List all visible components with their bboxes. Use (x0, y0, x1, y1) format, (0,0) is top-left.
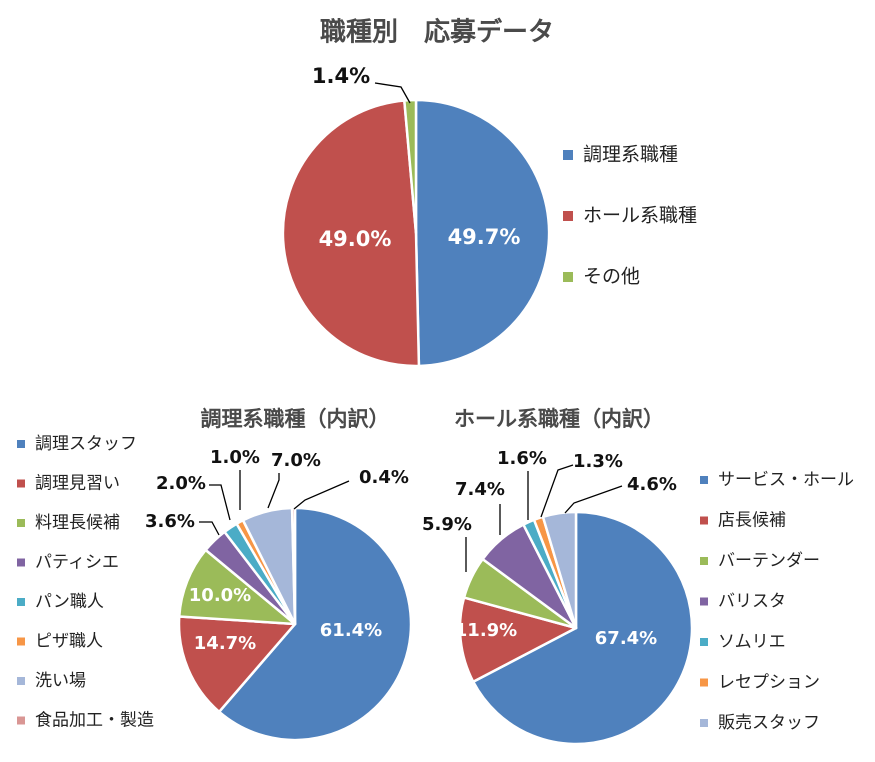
legend-label: ホール系職種 (583, 205, 697, 227)
legend-label: 調理系職種 (583, 144, 678, 166)
pie-slice (414, 98, 551, 368)
data-label: 2.0% (156, 473, 206, 494)
legend-label: レセプション (718, 673, 820, 693)
legend-label: ソムリエ (718, 632, 786, 652)
data-label: 11.9% (455, 620, 517, 641)
legend-label: サービス・ホール (718, 470, 854, 490)
leader-line (209, 484, 231, 521)
chart-title: 調理系職種（内訳） (201, 407, 390, 431)
leader-line (540, 464, 574, 518)
data-label: 67.4% (595, 628, 657, 649)
legend-swatch (17, 519, 25, 527)
legend-swatch (563, 272, 573, 282)
legend-swatch (700, 678, 708, 687)
pie-slice (177, 615, 297, 714)
legend-swatch (700, 557, 708, 565)
data-label: 5.9% (422, 514, 472, 535)
legend-swatch (17, 677, 25, 685)
leader-line (267, 473, 280, 509)
legend-label: ピザ職人 (35, 632, 103, 652)
legend-swatch (563, 150, 573, 160)
legend-label: 食品加工・製造 (35, 711, 154, 731)
pie-slice (541, 510, 578, 630)
data-label: 1.6% (497, 448, 547, 469)
legend-label: バーテンダー (718, 551, 820, 571)
data-label: 49.7% (448, 225, 521, 249)
data-label: 61.4% (320, 620, 382, 641)
legend-swatch (17, 716, 25, 725)
pie-slice (281, 99, 421, 368)
data-label: 4.6% (627, 474, 677, 495)
legend-swatch (17, 598, 25, 606)
data-label: 7.0% (271, 450, 321, 471)
legend-swatch (700, 516, 708, 525)
legend-label: パティシエ (35, 553, 119, 573)
leader-line (199, 521, 220, 536)
pie-slice (458, 596, 578, 683)
legend-label: パン職人 (35, 592, 104, 612)
legend-swatch (17, 558, 25, 567)
chart-title: 職種別 応募データ (320, 17, 554, 48)
chart-title: ホール系職種（内訳） (454, 407, 664, 431)
leader-line (293, 480, 350, 510)
legend-swatch (17, 440, 25, 448)
data-label: 49.0% (319, 227, 392, 251)
legend-swatch (700, 597, 708, 606)
leader-line (374, 82, 411, 104)
legend-label: 調理見習い (35, 474, 120, 494)
legend-label: 販売スタッフ (718, 713, 820, 733)
legend-label: バリスタ (718, 592, 786, 612)
pie-slice (177, 548, 297, 626)
legend-swatch (700, 476, 708, 484)
legend-swatch (17, 479, 25, 488)
legend-label: 調理スタッフ (35, 434, 137, 454)
legend-swatch (563, 211, 573, 221)
legend-swatch (700, 719, 708, 727)
legend-label: 洗い場 (35, 671, 86, 691)
data-label: 10.0% (189, 585, 251, 606)
data-label: 1.0% (210, 447, 260, 468)
legend-swatch (17, 637, 25, 646)
pie-slice (471, 510, 694, 746)
data-label: 7.4% (455, 479, 505, 500)
legend-label: 料理長候補 (35, 513, 120, 533)
pie-slice (403, 98, 418, 235)
legend-label: 店長候補 (718, 511, 786, 531)
data-label: 1.3% (573, 451, 623, 472)
leader-line (564, 485, 623, 514)
data-label: 3.6% (145, 511, 195, 532)
data-label: 0.4% (359, 467, 409, 488)
data-label: 1.4% (312, 64, 370, 88)
data-label: 14.7% (194, 633, 256, 654)
legend-label: その他 (583, 266, 640, 288)
pie-slice (217, 506, 413, 742)
legend-swatch (700, 638, 708, 646)
